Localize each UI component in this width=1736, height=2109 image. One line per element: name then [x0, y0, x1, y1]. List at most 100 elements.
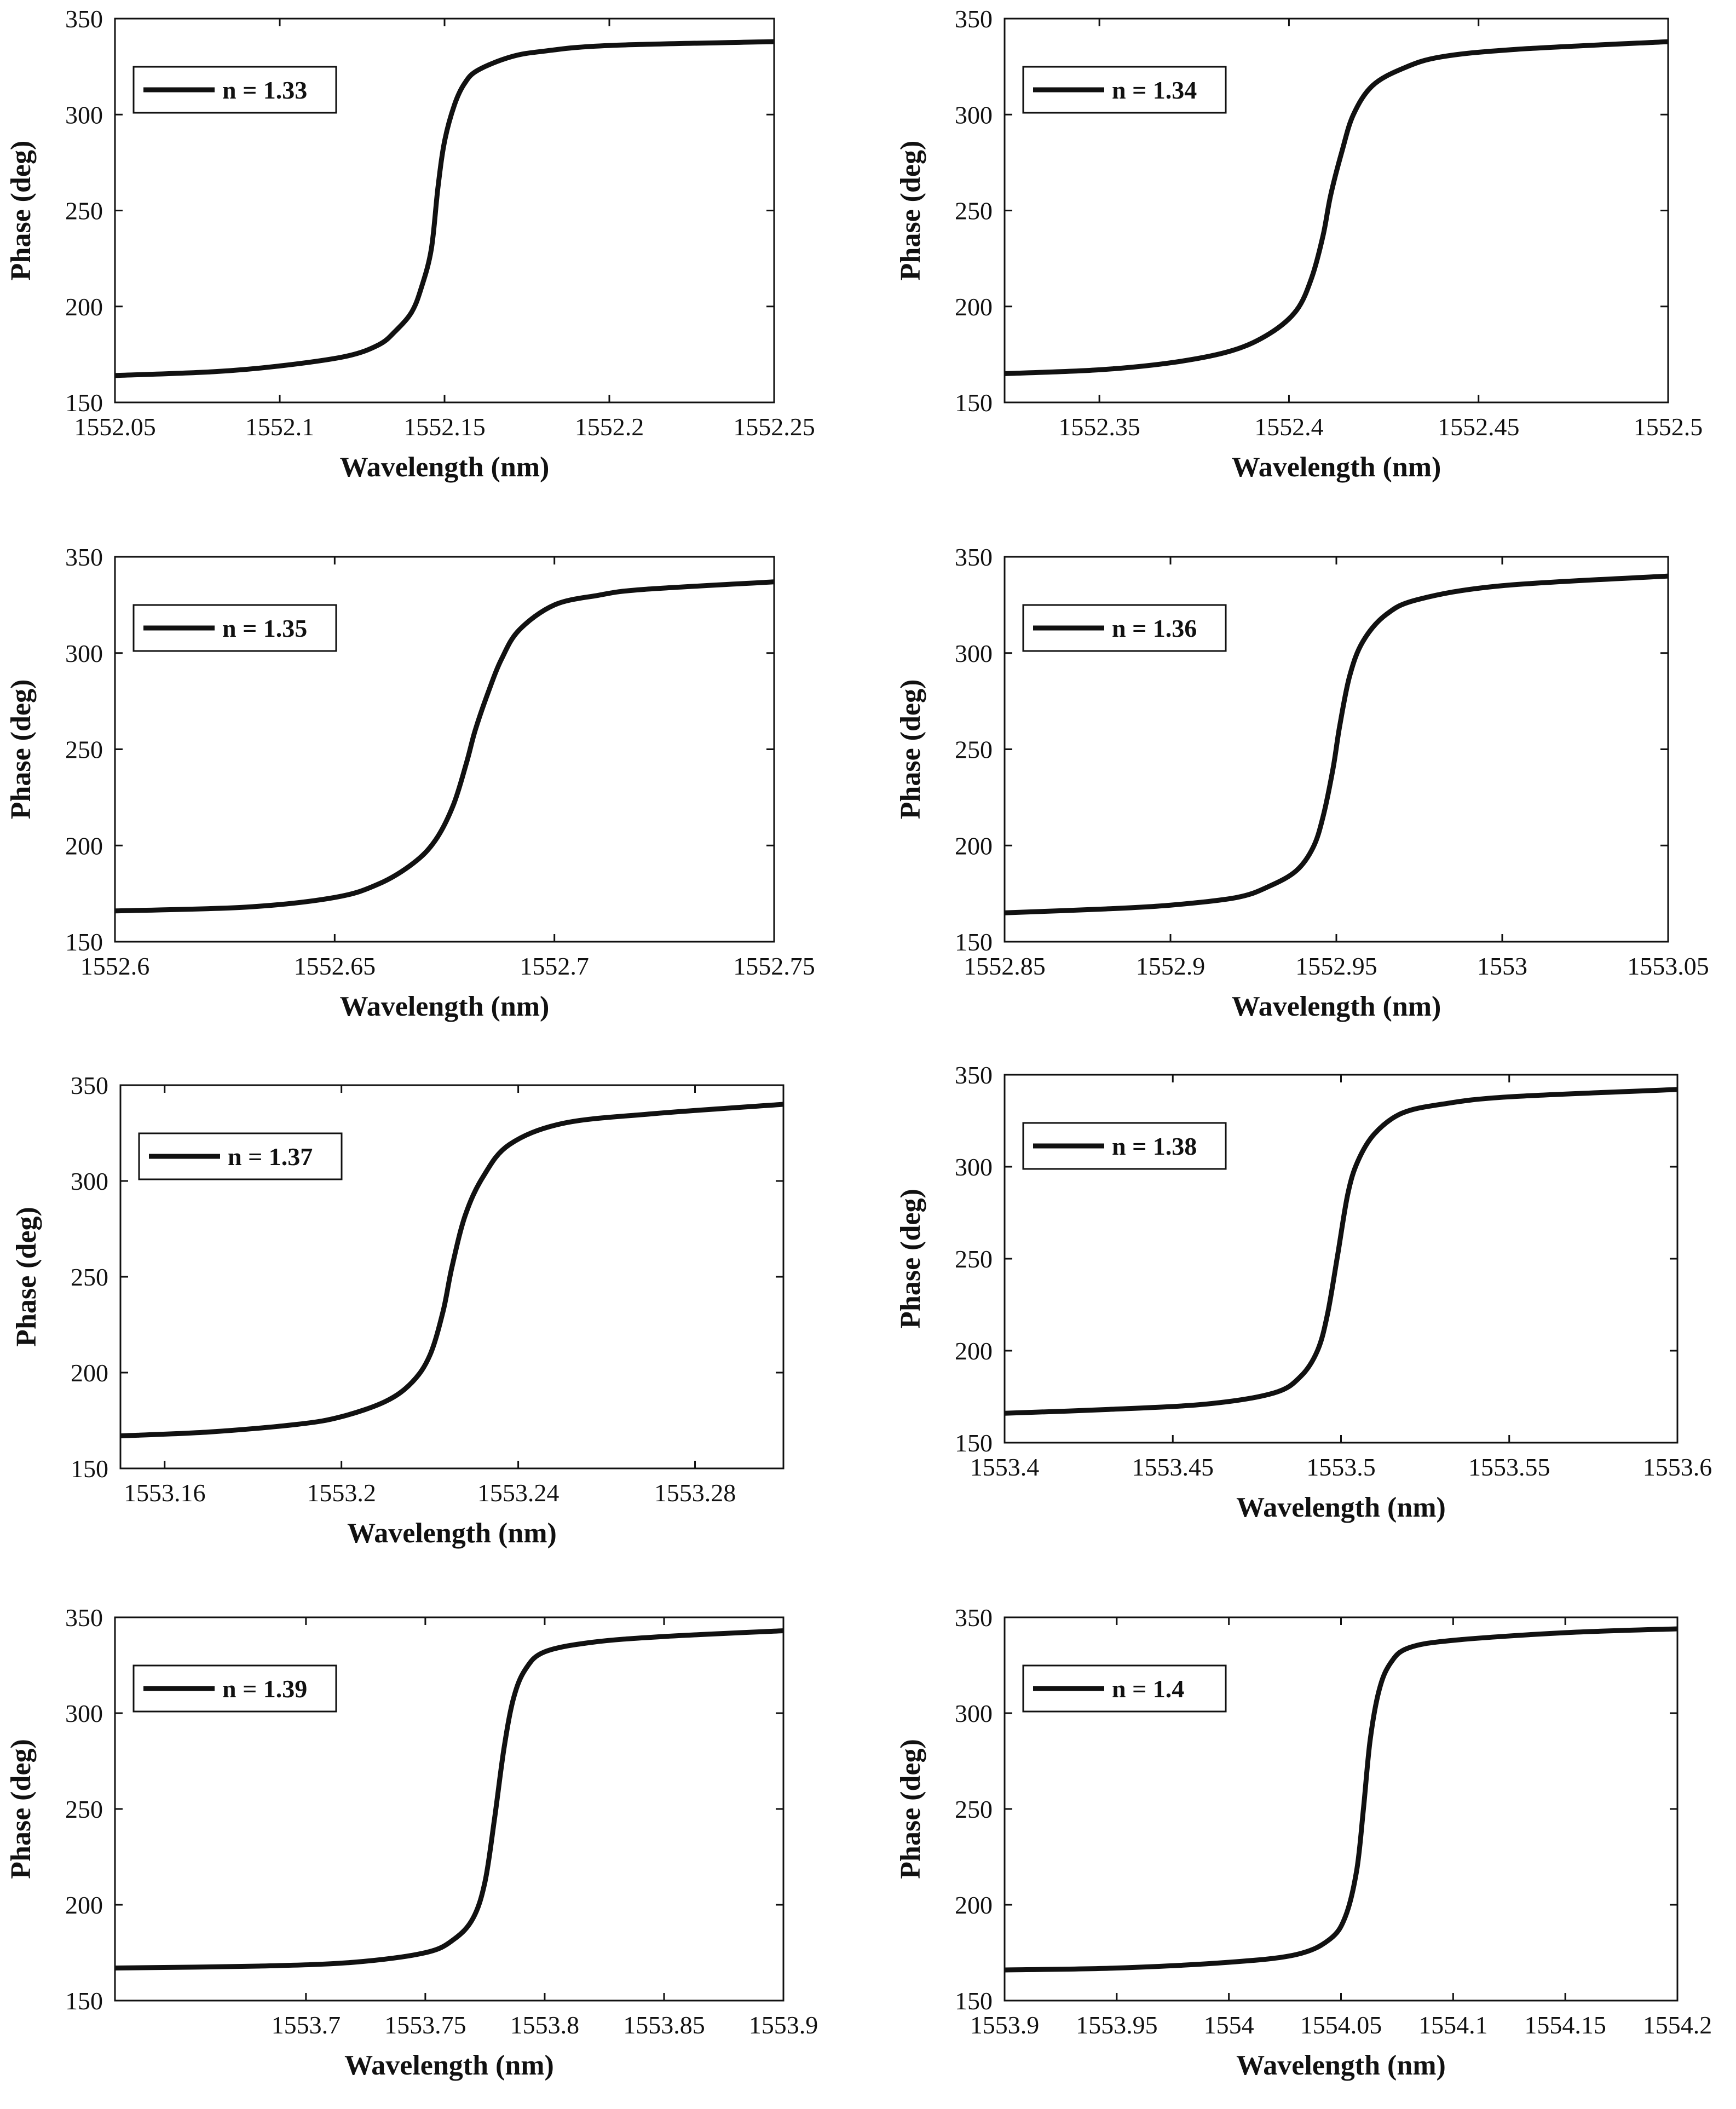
x-tick-label: 1553.55 [1468, 1453, 1550, 1481]
x-axis-label: Wavelength (nm) [340, 991, 550, 1022]
y-tick-label: 300 [955, 1699, 993, 1727]
y-axis-label: Phase (deg) [895, 1189, 926, 1329]
x-tick-label: 1553.24 [477, 1479, 560, 1507]
y-tick-label: 200 [65, 832, 103, 860]
y-tick-label: 350 [65, 1604, 103, 1632]
x-tick-label: 1552.05 [74, 413, 156, 441]
y-tick-label: 150 [955, 928, 993, 956]
y-tick-label: 250 [955, 1795, 993, 1823]
x-tick-label: 1553.95 [1076, 2011, 1158, 2039]
chart-panel-3: 1552.6 1552.65 1552.7 1552.75 150 200 250 300 35… [5, 543, 815, 1022]
y-axis-label: Phase (deg) [895, 1739, 926, 1879]
x-tick-label: 1552.75 [733, 952, 815, 980]
y-tick-label: 150 [71, 1455, 108, 1483]
series-line [1005, 1626, 1677, 1973]
chart-panel-1: 1552.05 1552.1 1552.15 1552.2 1552.25 150 200 2… [5, 5, 815, 483]
y-tick-label: 300 [71, 1167, 108, 1195]
x-tick-label: 1552.9 [1136, 952, 1206, 980]
x-axis-label: Wavelength (nm) [1232, 452, 1441, 483]
x-tick-label: 1553.28 [654, 1479, 736, 1507]
legend: n = 1.37 [138, 1132, 343, 1180]
y-tick-label: 300 [955, 101, 993, 129]
x-tick-label: 1552.5 [1634, 413, 1703, 441]
legend-label: n = 1.35 [222, 614, 307, 642]
x-tick-label: 1553.05 [1627, 952, 1709, 980]
y-tick-label: 250 [65, 736, 103, 764]
y-axis-label: Phase (deg) [5, 141, 37, 281]
x-axis-label: Wavelength (nm) [1232, 991, 1441, 1022]
y-axis-label: Phase (deg) [5, 1739, 37, 1879]
y-tick-label: 200 [955, 1337, 993, 1365]
x-tick-label: 1552.85 [964, 952, 1046, 980]
chart-panel-5: 1553.16 1553.2 1553.24 1553.28 150 200 250 300 3… [11, 1071, 785, 1549]
x-tick-label: 1552.2 [575, 413, 644, 441]
y-tick-label: 300 [65, 639, 103, 667]
y-tick-label: 300 [955, 1153, 993, 1181]
chart-panel-8: 1553.9 1553.95 1554 1554.05 1554.1 1554.15 155… [895, 1604, 1712, 2081]
x-tick-label: 1553.8 [510, 2011, 580, 2039]
y-tick-label: 300 [65, 101, 103, 129]
x-tick-label: 1553 [1477, 952, 1527, 980]
y-tick-label: 250 [955, 1245, 993, 1273]
x-tick-label: 1554.05 [1300, 2011, 1382, 2039]
legend-label: n = 1.38 [1112, 1132, 1197, 1160]
x-tick-label: 1553.2 [307, 1479, 376, 1507]
legend: n = 1.38 [1022, 1122, 1227, 1170]
x-tick-label: 1553.9 [970, 2011, 1040, 2039]
y-tick-label: 350 [65, 543, 103, 571]
x-tick-label: 1553.4 [970, 1453, 1040, 1481]
x-axis-label: Wavelength (nm) [344, 2050, 554, 2081]
legend-label: n = 1.36 [1112, 614, 1197, 642]
x-tick-label: 1553.16 [124, 1479, 206, 1507]
x-axis-label: Wavelength (nm) [347, 1518, 557, 1549]
legend: n = 1.35 [132, 604, 337, 652]
x-tick-label: 1553.75 [384, 2011, 466, 2039]
legend: n = 1.4 [1022, 1664, 1227, 1713]
y-tick-label: 150 [65, 389, 103, 417]
series-line [120, 1102, 783, 1438]
y-tick-label: 150 [65, 928, 103, 956]
x-tick-label: 1552.35 [1058, 413, 1140, 441]
y-tick-label: 200 [955, 1891, 993, 1919]
y-tick-label: 150 [65, 1987, 103, 2015]
x-tick-label: 1554 [1204, 2011, 1254, 2039]
x-tick-label: 1553.6 [1643, 1453, 1712, 1481]
y-tick-label: 350 [955, 543, 993, 571]
y-axis-label: Phase (deg) [11, 1207, 42, 1347]
x-tick-label: 1552.1 [245, 413, 315, 441]
legend: n = 1.33 [132, 66, 337, 114]
series-line [1005, 573, 1668, 915]
y-tick-label: 250 [71, 1263, 108, 1291]
x-axis-label: Wavelength (nm) [1236, 2050, 1446, 2081]
y-axis-label: Phase (deg) [895, 141, 926, 281]
y-tick-label: 250 [65, 1795, 103, 1823]
legend-label: n = 1.37 [228, 1143, 313, 1171]
x-axis-label: Wavelength (nm) [1236, 1492, 1446, 1523]
legend: n = 1.39 [132, 1664, 337, 1713]
chart-panel-2: 1552.35 1552.4 1552.45 1552.5 150 200 250 300 35… [895, 5, 1703, 483]
x-tick-label: 1552.25 [733, 413, 815, 441]
y-tick-label: 200 [955, 832, 993, 860]
y-tick-label: 200 [65, 1891, 103, 1919]
y-tick-label: 350 [955, 1061, 993, 1089]
legend-label: n = 1.4 [1112, 1675, 1184, 1703]
legend: n = 1.34 [1022, 66, 1227, 114]
x-tick-label: 1554.1 [1418, 2011, 1488, 2039]
x-tick-label: 1552.15 [403, 413, 486, 441]
x-tick-label: 1553.9 [749, 2011, 818, 2039]
y-tick-label: 250 [65, 197, 103, 225]
y-tick-label: 150 [955, 1429, 993, 1457]
x-tick-label: 1552.45 [1438, 413, 1520, 441]
x-axis-label: Wavelength (nm) [340, 452, 550, 483]
x-tick-label: 1552.65 [294, 952, 376, 980]
series-line [115, 39, 774, 378]
y-tick-label: 200 [955, 293, 993, 321]
y-tick-label: 200 [65, 293, 103, 321]
x-tick-label: 1553.45 [1132, 1453, 1214, 1481]
legend-label: n = 1.39 [222, 1675, 307, 1703]
chart-panel-6: 1553.4 1553.45 1553.5 1553.55 1553.6 150 200 25… [895, 1061, 1712, 1523]
y-tick-label: 300 [955, 639, 993, 667]
y-tick-label: 350 [955, 1604, 993, 1632]
